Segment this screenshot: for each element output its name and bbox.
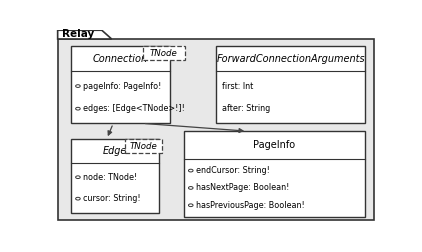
FancyBboxPatch shape [71,46,170,123]
FancyBboxPatch shape [216,46,365,123]
Text: Edge: Edge [103,146,127,156]
FancyBboxPatch shape [71,139,159,213]
FancyBboxPatch shape [184,131,365,216]
Text: after: String: after: String [222,104,271,113]
Text: ForwardConnectionArguments: ForwardConnectionArguments [216,54,365,64]
Text: TNode: TNode [130,142,157,151]
Polygon shape [58,30,111,39]
Text: Relay: Relay [62,29,94,39]
Text: node: TNode!: node: TNode! [83,173,138,182]
FancyBboxPatch shape [125,139,162,153]
FancyBboxPatch shape [58,39,374,220]
FancyBboxPatch shape [143,46,185,60]
Text: pageInfo: PageInfo!: pageInfo: PageInfo! [83,82,162,90]
Text: endCursor: String!: endCursor: String! [196,166,270,175]
Text: first: Int: first: Int [222,82,254,90]
Text: edges: [Edge<TNode>!]!: edges: [Edge<TNode>!]! [83,104,185,113]
Text: Connection: Connection [93,54,148,64]
Text: hasNextPage: Boolean!: hasNextPage: Boolean! [196,183,289,193]
Text: PageInfo: PageInfo [253,140,295,150]
Text: hasPreviousPage: Boolean!: hasPreviousPage: Boolean! [196,201,305,210]
Text: TNode: TNode [150,49,178,57]
Text: cursor: String!: cursor: String! [83,194,141,203]
